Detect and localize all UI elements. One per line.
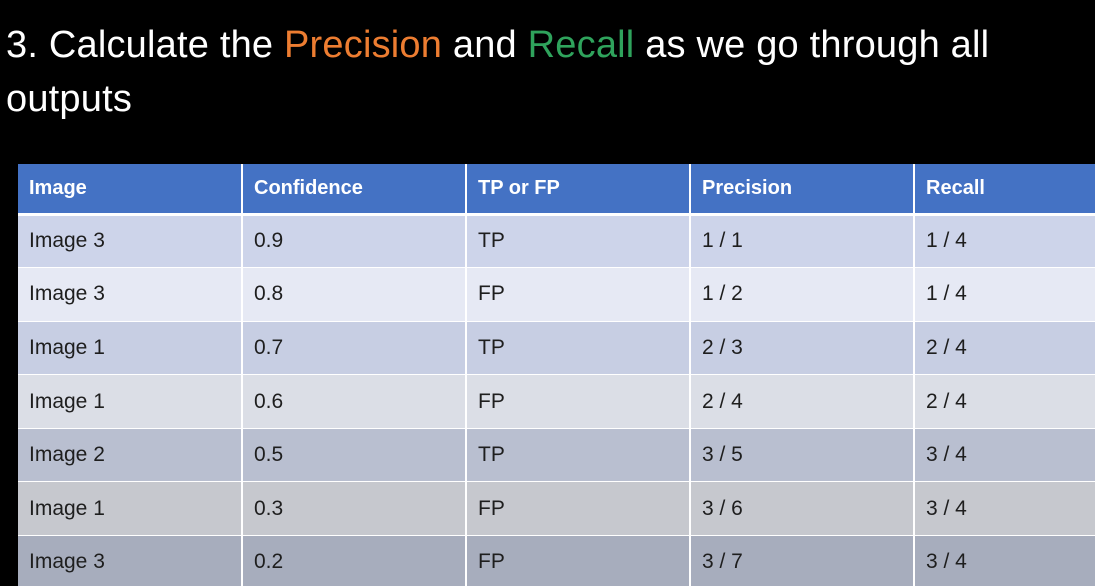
cell-tp-or-fp: TP [466, 321, 691, 376]
cell-recall: 1 / 4 [914, 214, 1095, 269]
cell-precision: 3 / 5 [690, 428, 915, 483]
cell-precision: 3 / 6 [690, 481, 915, 537]
title-prefix: 3. Calculate the [6, 24, 285, 66]
cell-tp-or-fp: TP [466, 428, 691, 483]
cell-image: Image 3 [18, 267, 243, 322]
cell-recall: 3 / 4 [914, 428, 1095, 483]
cell-image: Image 3 [18, 535, 243, 586]
cell-confidence: 0.5 [242, 428, 467, 483]
cell-precision: 2 / 3 [690, 321, 915, 376]
cell-recall: 1 / 4 [914, 267, 1095, 322]
cell-recall: 2 / 4 [914, 374, 1095, 429]
cell-recall: 3 / 4 [914, 481, 1095, 537]
table-row: Image 3 0.8 FP 1 / 2 1 / 4 [18, 267, 1095, 322]
header-tp-or-fp: TP or FP [466, 164, 691, 216]
cell-recall: 3 / 4 [914, 535, 1095, 586]
cell-confidence: 0.7 [242, 321, 467, 376]
header-confidence: Confidence [242, 164, 467, 216]
cell-image: Image 2 [18, 428, 243, 483]
table-row: Image 1 0.3 FP 3 / 6 3 / 4 [18, 481, 1095, 537]
table-row: Image 3 0.2 FP 3 / 7 3 / 4 [18, 535, 1095, 586]
cell-image: Image 1 [18, 321, 243, 376]
cell-tp-or-fp: FP [466, 481, 691, 537]
cell-confidence: 0.9 [242, 214, 467, 269]
title-suffix: as we go through all outputs [6, 24, 990, 120]
header-precision: Precision [690, 164, 915, 216]
cell-tp-or-fp: FP [466, 374, 691, 429]
cell-recall: 2 / 4 [914, 321, 1095, 376]
cell-precision: 3 / 7 [690, 535, 915, 586]
cell-confidence: 0.2 [242, 535, 467, 586]
table-row: Image 1 0.6 FP 2 / 4 2 / 4 [18, 374, 1095, 429]
cell-confidence: 0.8 [242, 267, 467, 322]
header-recall: Recall [914, 164, 1095, 216]
cell-confidence: 0.3 [242, 481, 467, 537]
table-row: Image 2 0.5 TP 3 / 5 3 / 4 [18, 428, 1095, 483]
cell-tp-or-fp: FP [466, 267, 691, 322]
cell-image: Image 3 [18, 214, 243, 269]
precision-recall-table: Image Confidence TP or FP Precision Reca… [18, 164, 1095, 586]
title-precision-word: Precision [284, 24, 443, 66]
cell-precision: 2 / 4 [690, 374, 915, 429]
cell-confidence: 0.6 [242, 374, 467, 429]
title-recall-word: Recall [527, 24, 635, 66]
cell-tp-or-fp: TP [466, 214, 691, 269]
title-middle: and [442, 24, 528, 66]
cell-image: Image 1 [18, 374, 243, 429]
cell-tp-or-fp: FP [466, 535, 691, 586]
slide-title: 3. Calculate the Precision and Recall as… [6, 18, 1091, 126]
cell-image: Image 1 [18, 481, 243, 537]
header-image: Image [18, 164, 243, 216]
table-row: Image 3 0.9 TP 1 / 1 1 / 4 [18, 214, 1095, 269]
cell-precision: 1 / 1 [690, 214, 915, 269]
cell-precision: 1 / 2 [690, 267, 915, 322]
table-header-row: Image Confidence TP or FP Precision Reca… [18, 164, 1095, 216]
table-row: Image 1 0.7 TP 2 / 3 2 / 4 [18, 321, 1095, 376]
